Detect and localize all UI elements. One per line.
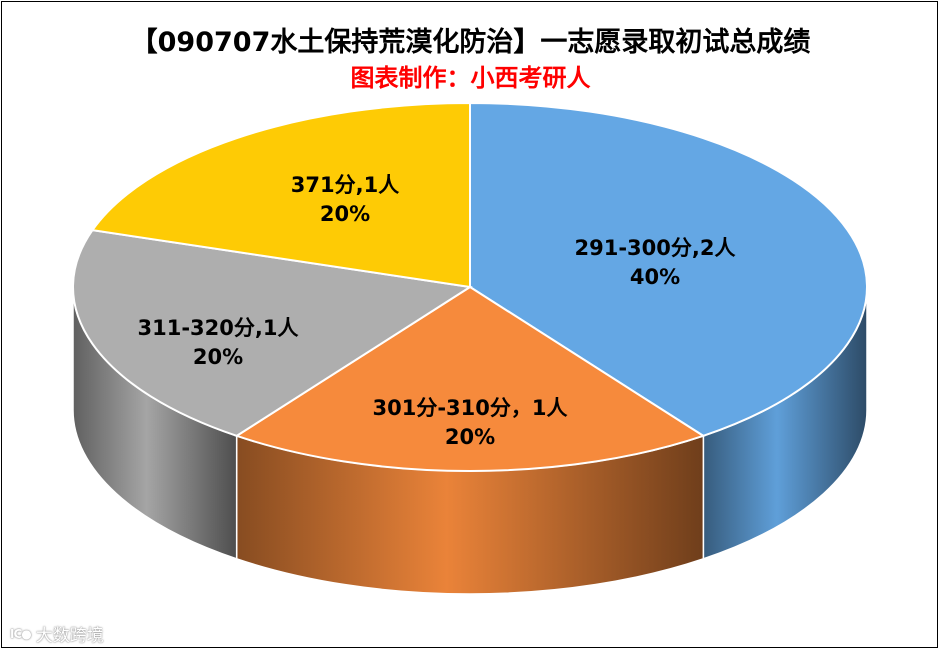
chart-subtitle: 图表制作：小西考研人: [350, 64, 591, 92]
slice-percent-0: 40%: [630, 265, 680, 289]
slice-percent-1: 20%: [445, 425, 495, 449]
slice-label-3: 371分,1人: [291, 173, 399, 197]
pie-slice-3: [90, 101, 471, 289]
watermark-text: 大数跨境: [35, 626, 104, 646]
slice-label-2: 311-320分,1人: [138, 316, 299, 340]
pie-labels: 291-300分,2人 40% 301分-310分，1人 20% 311-320分,1人…: [138, 173, 736, 449]
slice-percent-3: 20%: [320, 202, 370, 226]
watermark-logo-icon: IC●: [10, 626, 32, 641]
pie-tops: [72, 101, 868, 472]
slice-label-0: 291-300分,2人: [575, 236, 736, 260]
slice-label-1: 301分-310分，1人: [373, 396, 568, 420]
slice-percent-2: 20%: [193, 345, 243, 369]
pie-sides: [72, 286, 868, 595]
pie-slice-0: [469, 101, 868, 437]
pie-slice-2: [72, 229, 473, 437]
watermark: IC● 大数跨境: [10, 621, 104, 646]
chart-title: 【090707水土保持荒漠化防治】一志愿录取初试总成绩: [130, 27, 811, 58]
pie-slice-1: [234, 285, 706, 472]
